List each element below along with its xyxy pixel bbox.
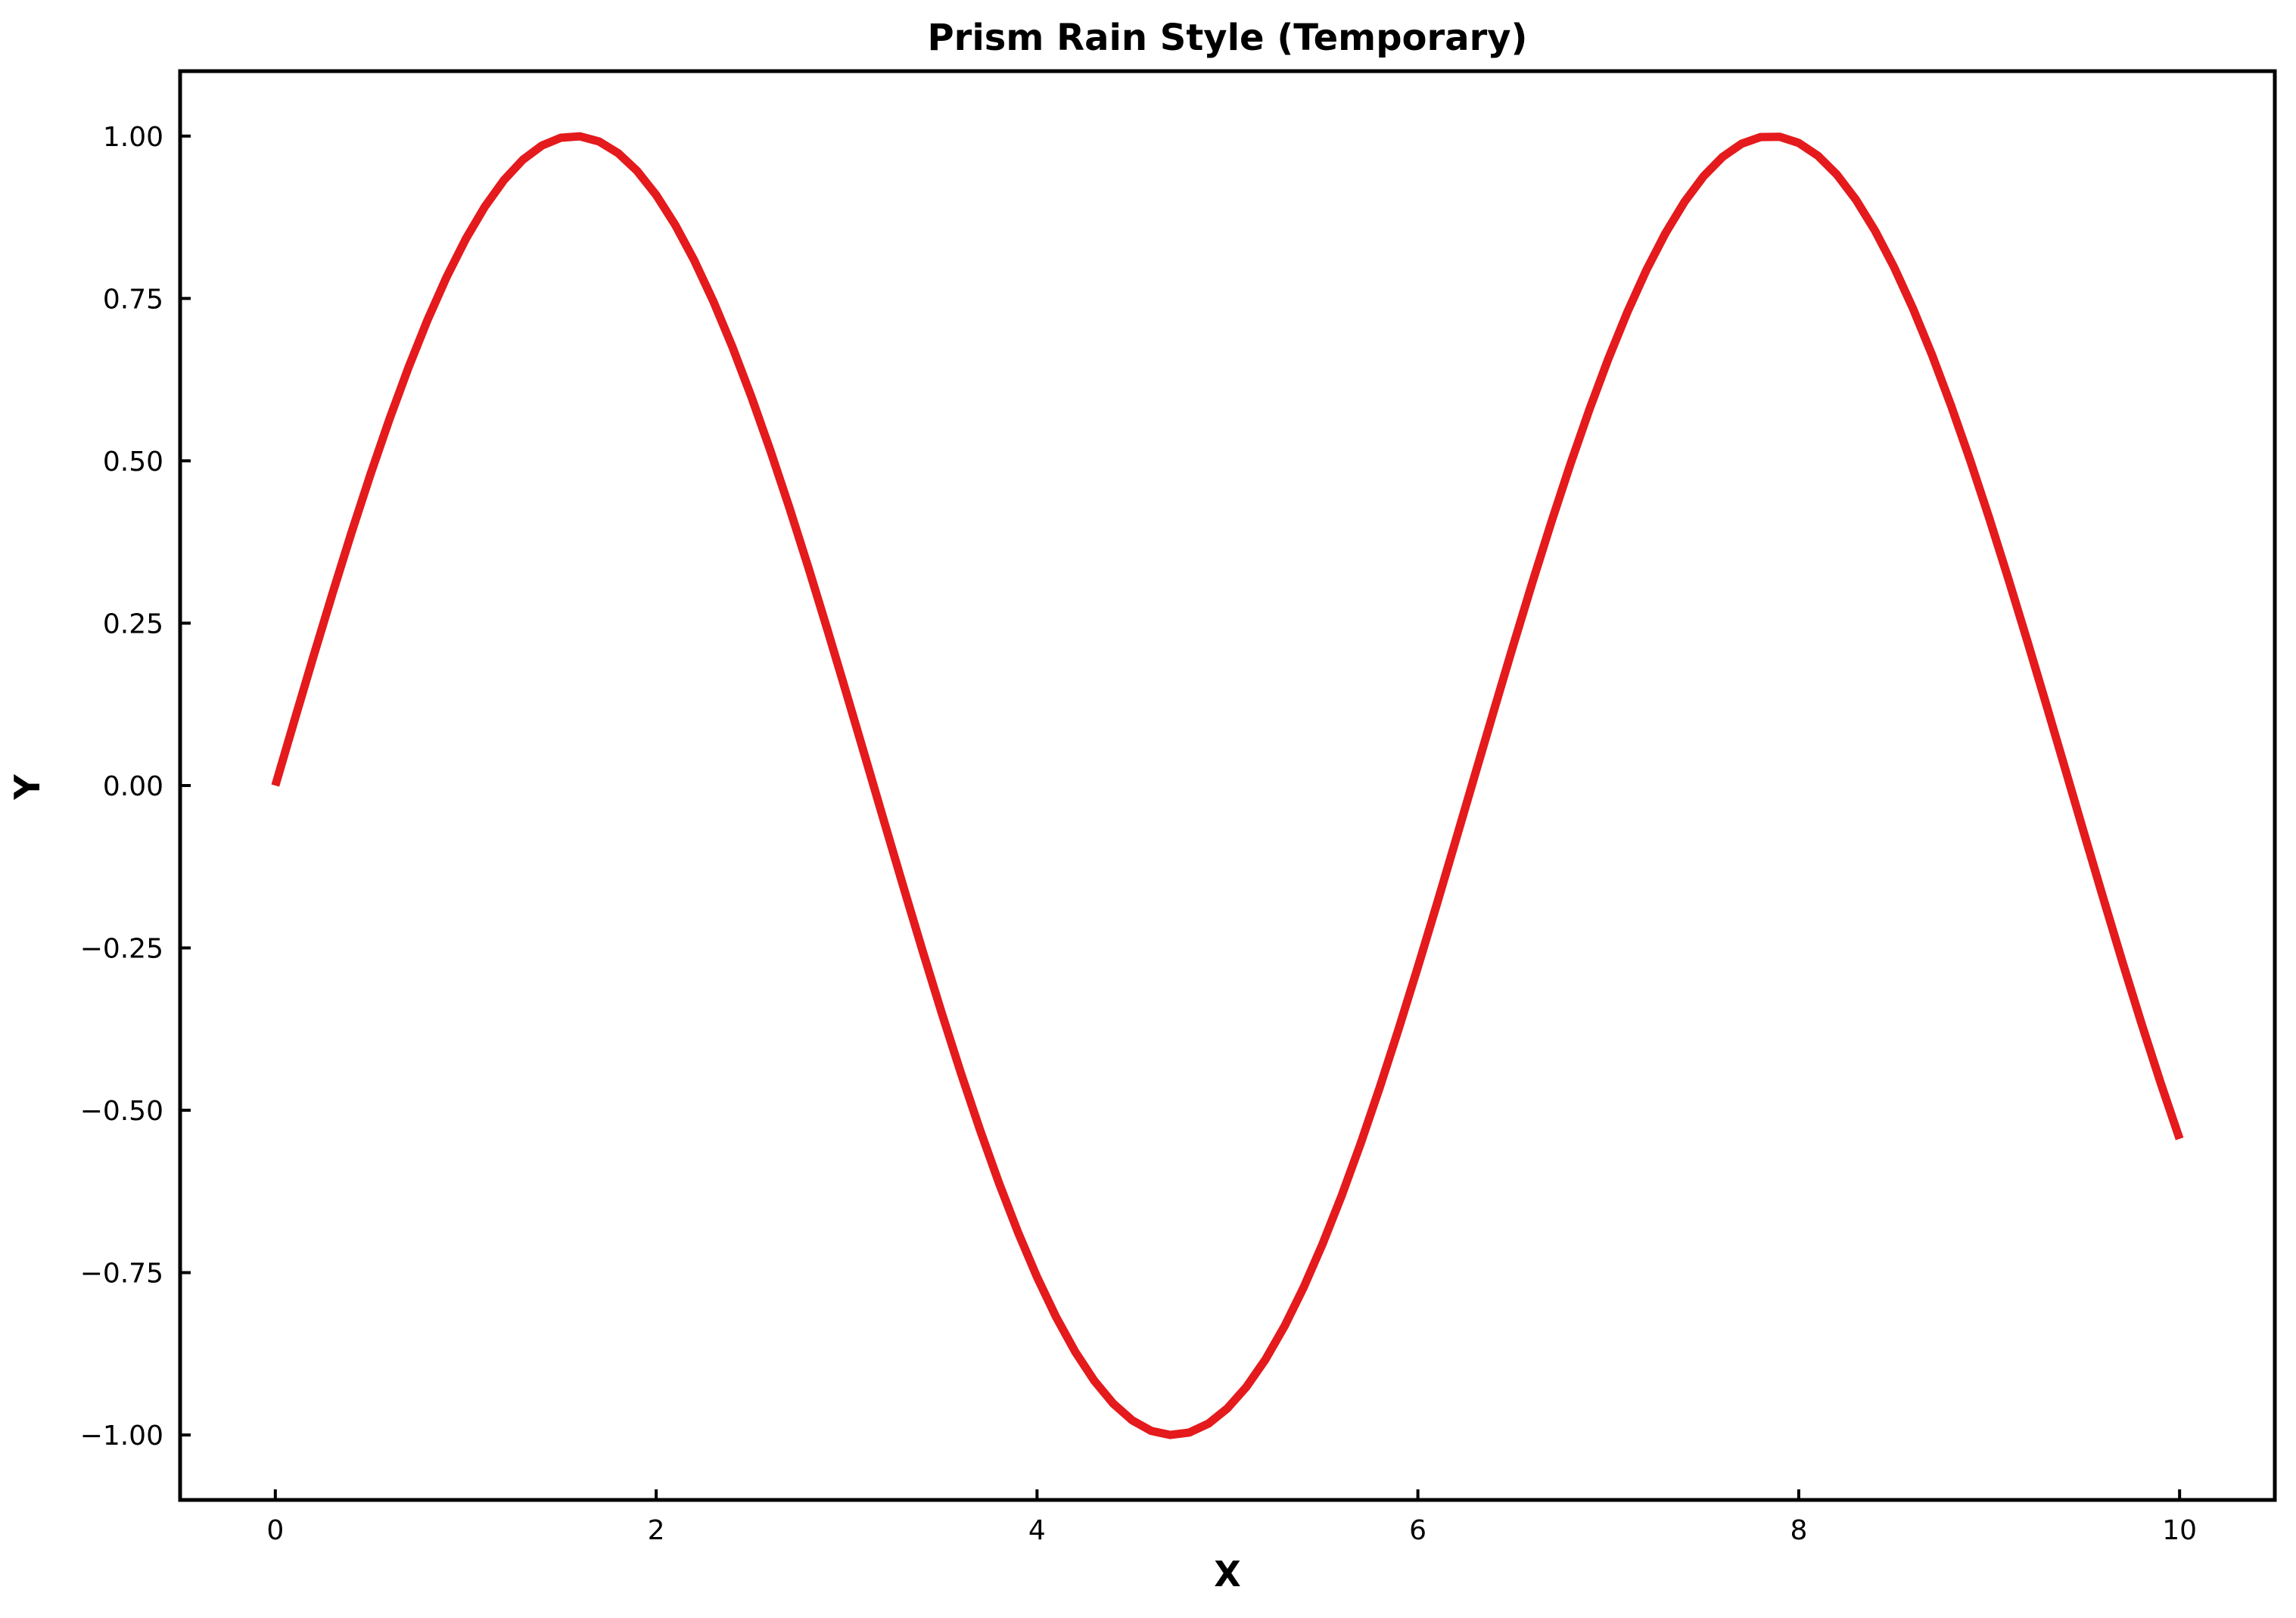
y-tick-label: −0.50 [80, 1096, 163, 1127]
x-axis: 0 2 4 6 8 10 [266, 1489, 2197, 1546]
y-tick-label: 0.00 [103, 771, 163, 802]
y-tick-label: −0.75 [80, 1259, 163, 1290]
x-tick-label: 8 [1790, 1515, 1807, 1546]
y-tick-label: −0.25 [80, 934, 163, 965]
x-tick-label: 2 [648, 1515, 665, 1546]
y-axis-label: Y [7, 774, 48, 801]
axes-frame [178, 69, 2277, 1502]
y-axis: 1.00 0.75 0.50 0.25 0.00 −0.25 −0.50 −0.75 −1.00 [80, 122, 191, 1452]
series-line-0 [271, 132, 2184, 1439]
x-tick-label: 4 [1028, 1515, 1046, 1546]
x-axis-label: X [1214, 1554, 1240, 1595]
y-tick-label: 0.25 [103, 608, 163, 639]
plot-area [271, 132, 2184, 1439]
y-tick-label: −1.00 [80, 1420, 163, 1452]
y-tick-label: 1.00 [103, 122, 163, 153]
y-tick-label: 0.50 [103, 447, 163, 478]
x-tick-label: 6 [1409, 1515, 1426, 1546]
chart-title: Prism Rain Style (Temporary) [928, 17, 1528, 59]
y-tick-label: 0.75 [103, 284, 163, 315]
x-tick-label: 10 [2162, 1515, 2197, 1546]
x-tick-label: 0 [266, 1515, 284, 1546]
